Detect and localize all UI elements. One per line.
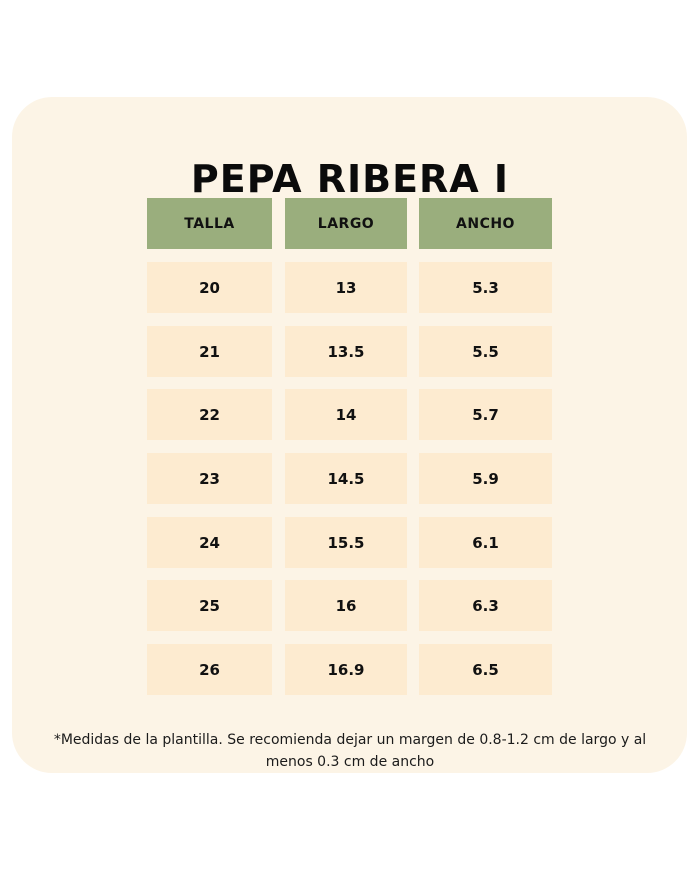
- largo-cell: 15.5: [285, 517, 407, 568]
- talla-cell: 25: [147, 580, 272, 631]
- ancho-cell: 6.5: [419, 644, 552, 695]
- footnote: *Medidas de la plantilla. Se recomienda …: [53, 732, 647, 770]
- talla-cell: 24: [147, 517, 272, 568]
- column-header-ancho: ANCHO: [419, 198, 552, 249]
- largo-cell: 14: [285, 389, 407, 440]
- largo-cell: 13.5: [285, 326, 407, 377]
- ancho-cell: 6.1: [419, 517, 552, 568]
- page-title: PEPA RIBERA I: [190, 157, 510, 202]
- column-header-largo: LARGO: [285, 198, 407, 249]
- ancho-cell: 5.3: [419, 262, 552, 313]
- column-header-talla: TALLA: [147, 198, 272, 249]
- talla-cell: 21: [147, 326, 272, 377]
- ancho-cell: 6.3: [419, 580, 552, 631]
- largo-cell: 13: [285, 262, 407, 313]
- largo-cell: 14.5: [285, 453, 407, 504]
- talla-cell: 22: [147, 389, 272, 440]
- ancho-cell: 5.5: [419, 326, 552, 377]
- largo-cell: 16: [285, 580, 407, 631]
- ancho-cell: 5.7: [419, 389, 552, 440]
- talla-cell: 20: [147, 262, 272, 313]
- ancho-cell: 5.9: [419, 453, 552, 504]
- talla-cell: 26: [147, 644, 272, 695]
- largo-cell: 16.9: [285, 644, 407, 695]
- talla-cell: 23: [147, 453, 272, 504]
